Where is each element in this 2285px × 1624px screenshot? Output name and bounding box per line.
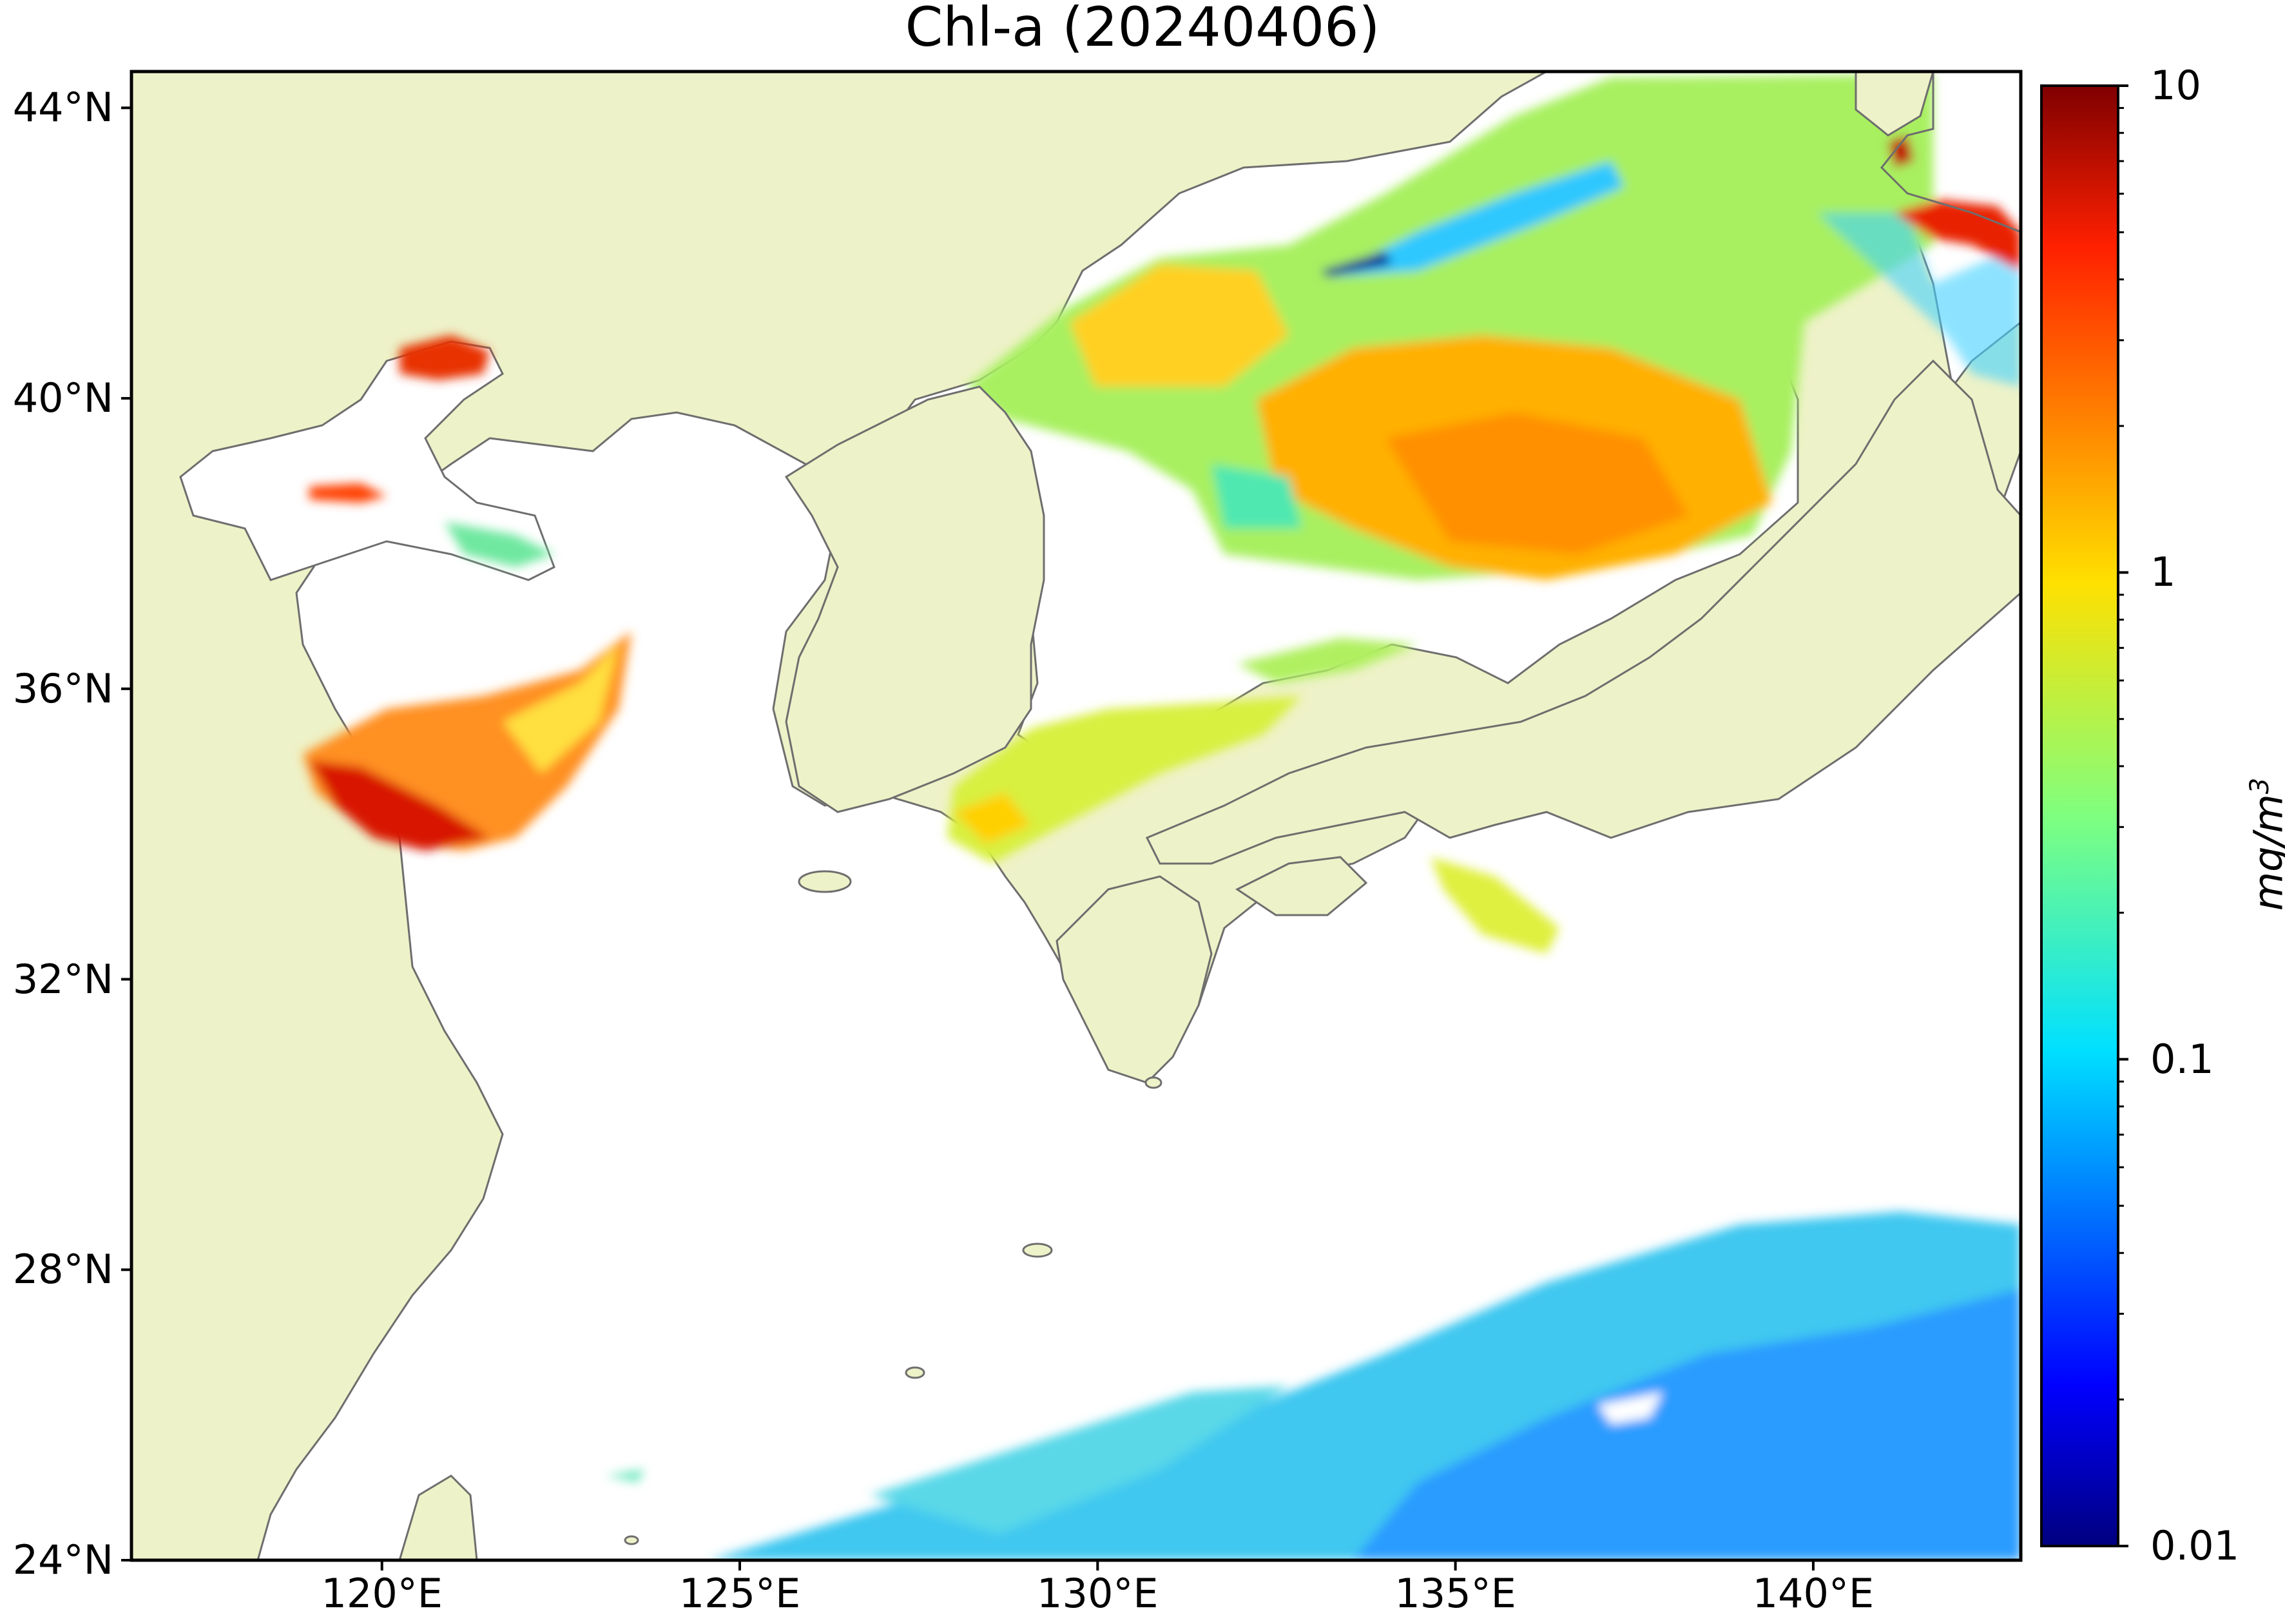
axis-ticks <box>121 106 1815 1571</box>
lon-tick-label: 120°E <box>321 1570 443 1617</box>
colorbar-tick-label: 1 <box>2150 548 2176 596</box>
colorbar-tick-label: 0.1 <box>2150 1035 2214 1083</box>
colorbar <box>2040 84 2119 1547</box>
map-frame <box>130 70 2023 1562</box>
lat-tick-label: 36°N <box>12 664 113 712</box>
lon-tick-label: 140°E <box>1752 1570 1875 1617</box>
chl-field <box>303 74 2021 1560</box>
lon-tick-label: 130°E <box>1037 1570 1159 1617</box>
colorbar-tick-label: 0.01 <box>2150 1522 2240 1569</box>
map-title: Chl-a (20240406) <box>905 0 1380 59</box>
lat-tick-label: 28°N <box>12 1246 113 1293</box>
colorbar-unit: mg/m3 <box>2244 777 2285 911</box>
lat-tick-label: 44°N <box>12 84 113 131</box>
lat-tick-label: 32°N <box>12 955 113 1003</box>
colorbar-tick-label: 10 <box>2150 62 2201 109</box>
colorbar-ticks <box>2118 84 2128 1547</box>
lon-tick-label: 135°E <box>1394 1570 1516 1617</box>
lat-tick-label: 24°N <box>12 1536 113 1583</box>
land-masses <box>398 72 2021 1560</box>
lat-tick-label: 40°N <box>12 374 113 422</box>
lon-tick-label: 125°E <box>679 1570 801 1617</box>
